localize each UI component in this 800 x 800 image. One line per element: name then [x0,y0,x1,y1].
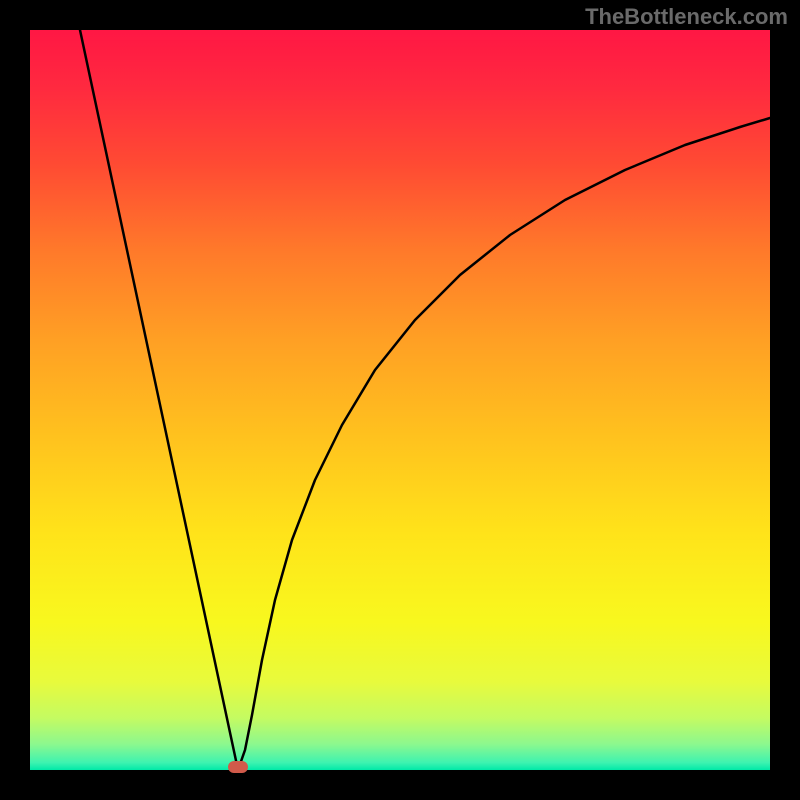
chart-container: TheBottleneck.com [0,0,800,800]
watermark-text: TheBottleneck.com [585,4,788,30]
chart-svg [0,0,800,800]
minimum-marker [228,761,248,773]
plot-background [30,30,770,770]
